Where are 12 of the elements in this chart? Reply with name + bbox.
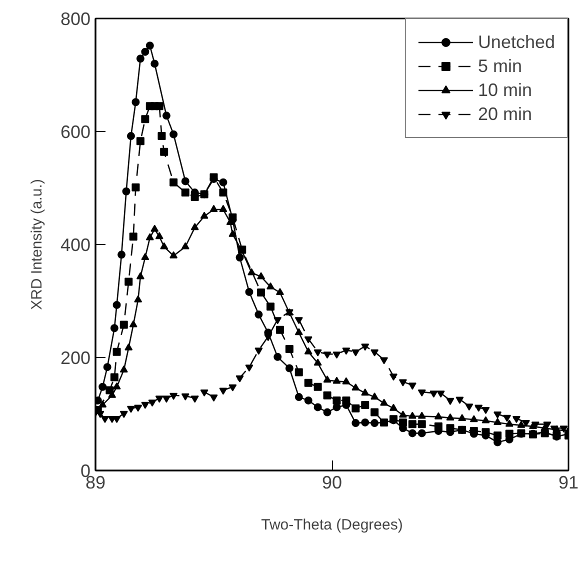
- x-tick-label: 90: [322, 472, 342, 492]
- x-axis-title: Two-Theta (Degrees): [261, 516, 403, 534]
- y-tick-label: 800: [60, 9, 91, 29]
- legend-label: 20 min: [478, 103, 532, 125]
- x-tick-label: 91: [558, 472, 579, 492]
- y-axis-title: XRD Intensity (a.u.): [28, 179, 46, 310]
- legend-label: 5 min: [478, 55, 522, 77]
- legend-label: 10 min: [478, 79, 532, 101]
- y-tick-label: 400: [60, 235, 91, 255]
- y-tick-label: 600: [60, 122, 91, 142]
- y-tick-label: 200: [60, 348, 91, 368]
- legend-label: Unetched: [478, 31, 555, 53]
